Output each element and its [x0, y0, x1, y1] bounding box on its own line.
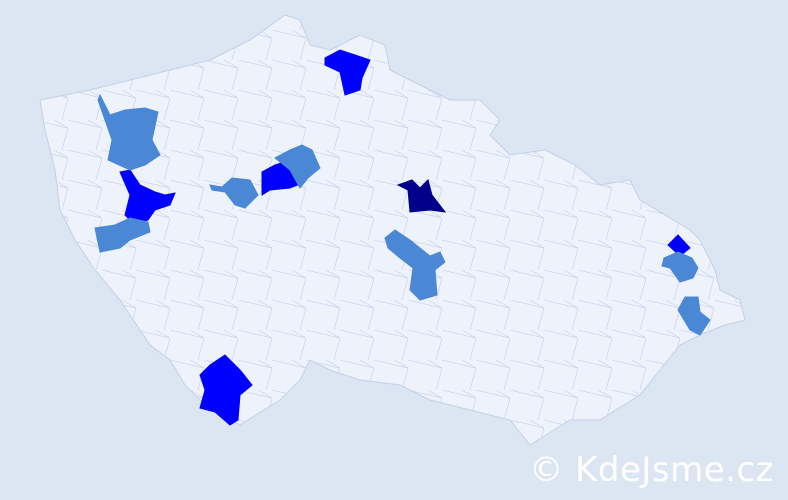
- region-mid-3[interactable]: [119, 169, 176, 226]
- region-low-9[interactable]: [274, 144, 321, 189]
- watermark: © KdeJsme.cz: [529, 450, 774, 490]
- region-low-11[interactable]: [661, 251, 699, 283]
- region-low-6[interactable]: [97, 93, 161, 171]
- region-mid-4[interactable]: [199, 354, 253, 426]
- region-mid-1[interactable]: [324, 49, 371, 96]
- region-low-10[interactable]: [384, 229, 446, 301]
- country-outline: [39, 14, 746, 446]
- region-low-7[interactable]: [94, 217, 151, 253]
- region-low-8[interactable]: [209, 177, 259, 209]
- region-high-0[interactable]: [396, 179, 447, 213]
- region-low-12[interactable]: [677, 296, 711, 336]
